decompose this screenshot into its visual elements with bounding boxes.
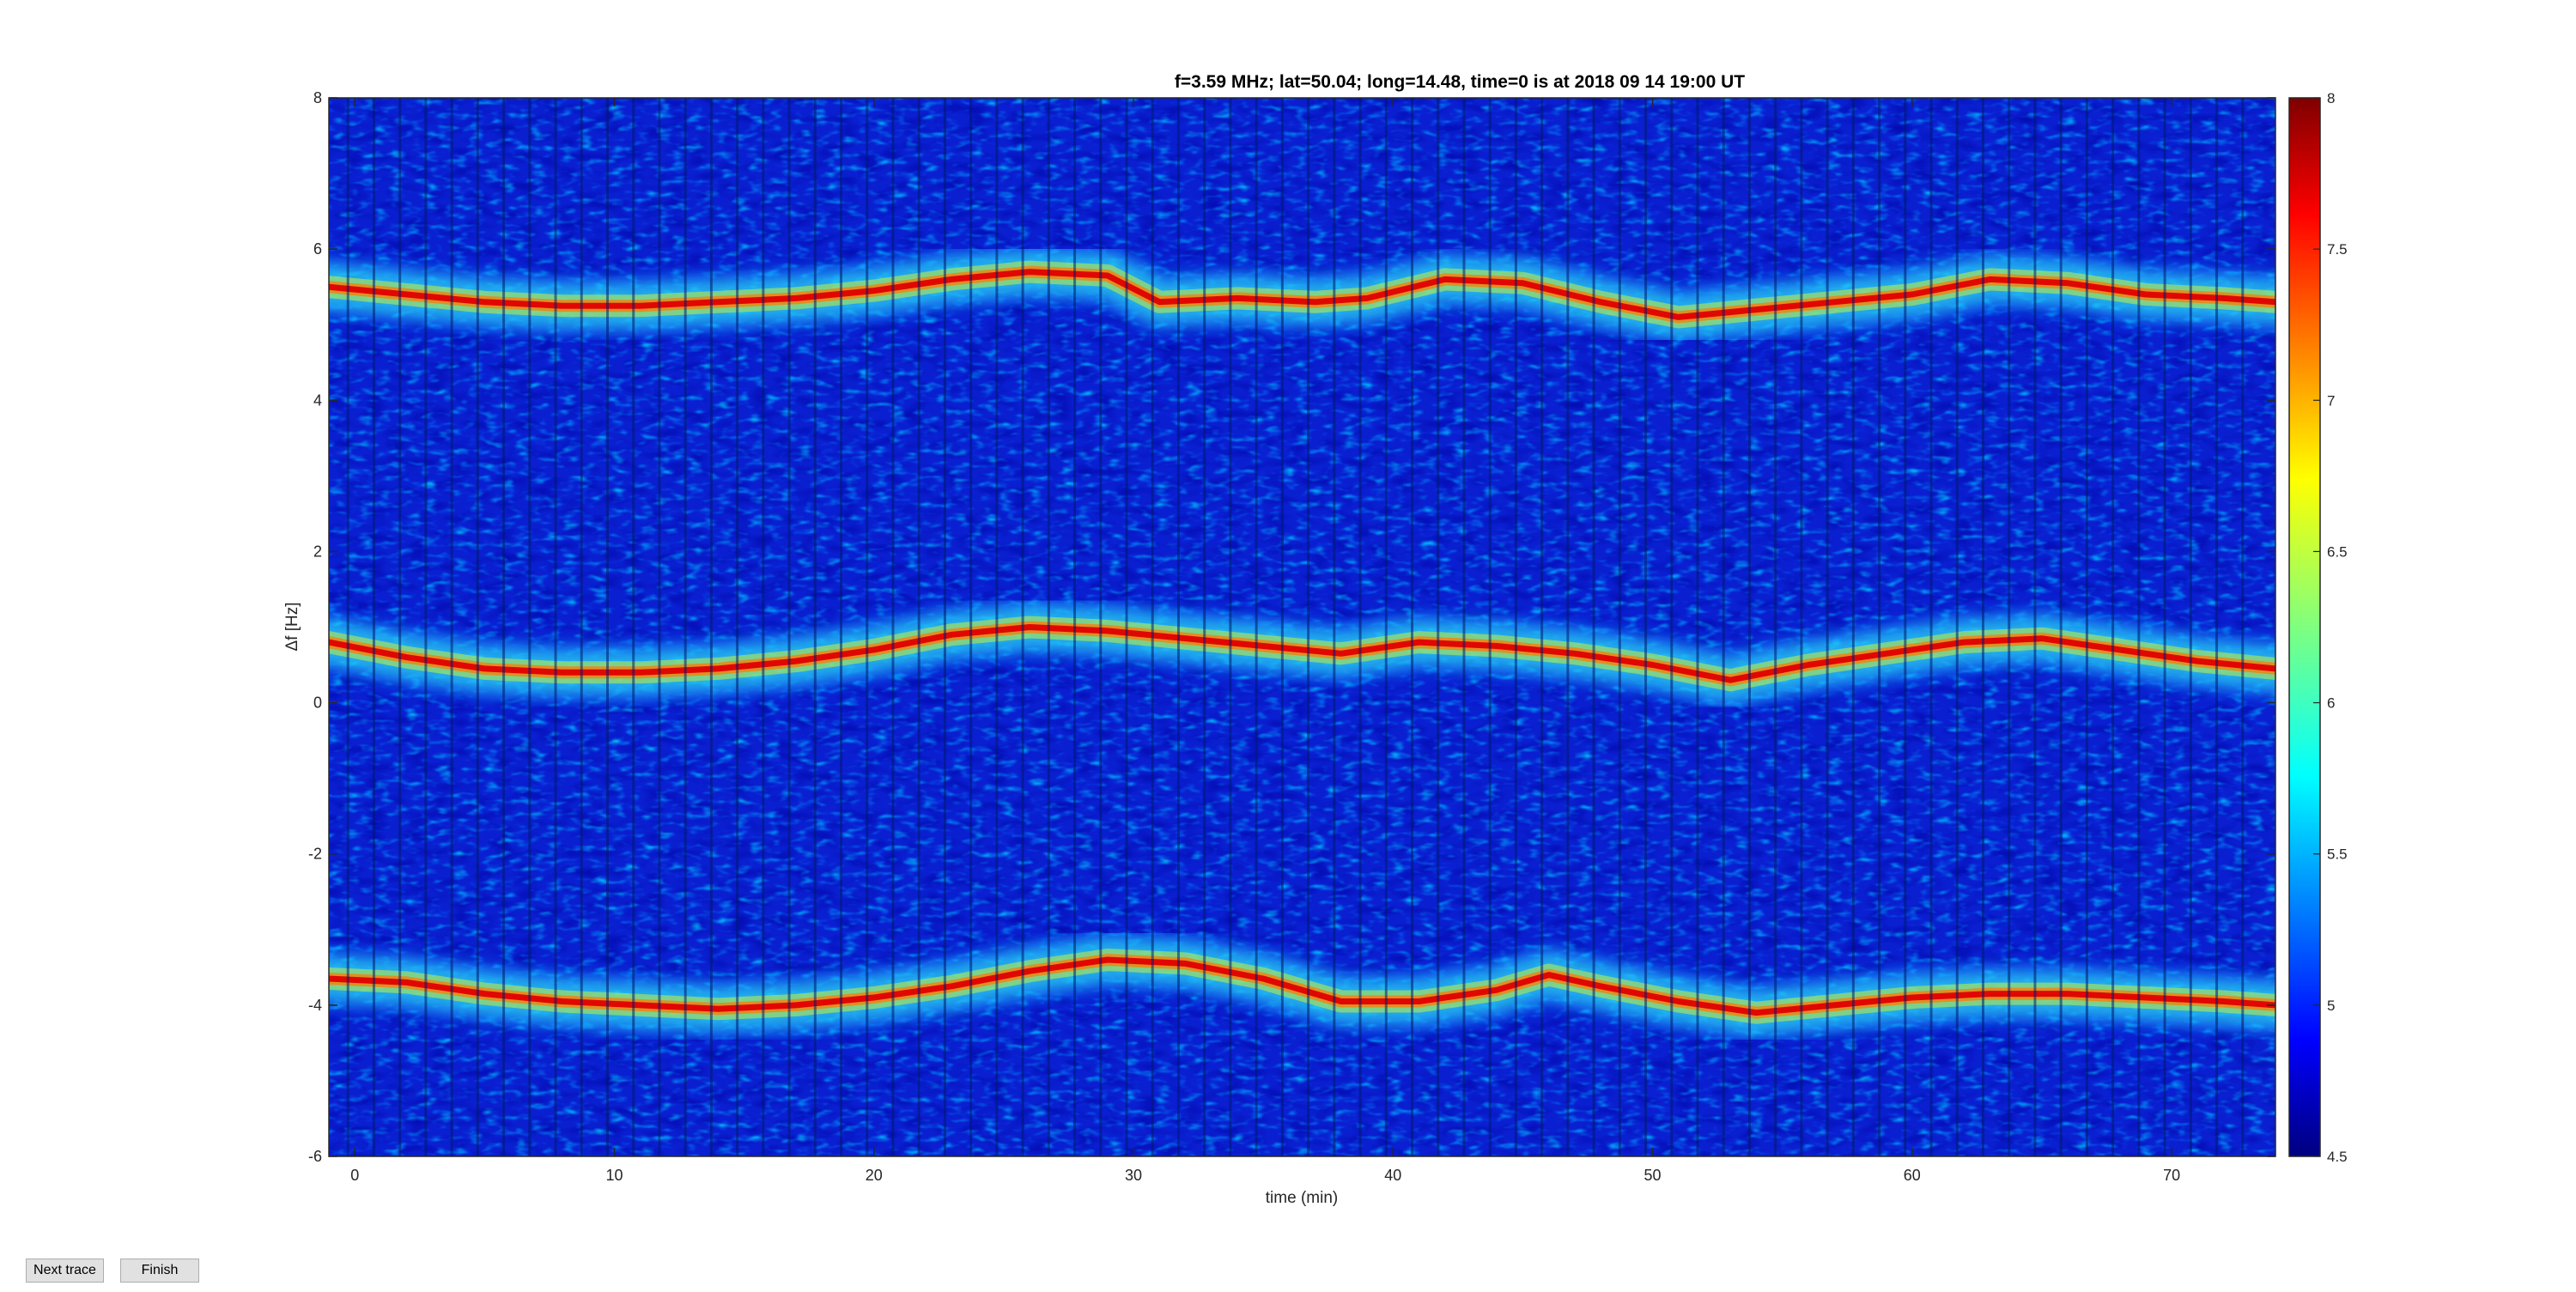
x-tick-label: 20 xyxy=(866,1167,883,1184)
y-tick-label: -6 xyxy=(308,1148,322,1165)
y-tick-label: 4 xyxy=(313,391,322,409)
trace-band-1 xyxy=(329,241,2275,348)
y-tick-label: 2 xyxy=(313,543,322,560)
colorbar-tick-label: 4.5 xyxy=(2327,1149,2348,1165)
x-tick-label: 10 xyxy=(605,1167,623,1184)
x-tick-label: 50 xyxy=(1644,1167,1662,1184)
finish-button[interactable]: Finish xyxy=(120,1259,199,1283)
y-axis-label: Δf [Hz] xyxy=(283,602,301,651)
colorbar-tick-label: 6.5 xyxy=(2327,543,2348,560)
trace-band-layer xyxy=(329,956,2275,1016)
colorbar-ticks: 4.5 5 5.5 6 6.5 7 7.5 8 xyxy=(2313,90,2348,1165)
colorbar-tick-label: 7 xyxy=(2327,392,2335,409)
colorbar-tick-label: 8 xyxy=(2327,90,2335,106)
trace-band-3 xyxy=(329,930,2275,1043)
chart-title: f=3.59 MHz; lat=50.04; long=14.48, time=… xyxy=(1175,72,1745,92)
colorbar-tick-label: 6 xyxy=(2327,695,2335,712)
colorbar-tick-label: 5.5 xyxy=(2327,846,2348,863)
trace-band-layer xyxy=(329,269,2275,320)
plot-area xyxy=(329,98,2275,1156)
trace-band-2 xyxy=(329,597,2275,711)
trace-band-layer xyxy=(329,624,2275,683)
y-tick-label: 6 xyxy=(313,240,322,258)
colorbar-tick-label: 5 xyxy=(2327,998,2335,1014)
next-trace-button[interactable]: Next trace xyxy=(26,1259,104,1283)
x-tick-label: 40 xyxy=(1384,1167,1401,1184)
y-tick-label: -2 xyxy=(308,846,322,863)
y-tick-label: 0 xyxy=(313,695,322,712)
x-tick-label: 30 xyxy=(1125,1167,1142,1184)
time-segment-stripes xyxy=(346,98,2245,1156)
x-axis-label: time (min) xyxy=(1266,1189,1338,1207)
x-tick-label: 0 xyxy=(350,1167,359,1184)
y-tick-label: 8 xyxy=(313,89,322,106)
x-tick-label: 60 xyxy=(1904,1167,1921,1184)
trace-bands xyxy=(329,241,2275,1043)
x-tick-label: 70 xyxy=(2163,1167,2180,1184)
y-tick-label: -4 xyxy=(308,997,322,1014)
x-axis: 0 10 20 30 40 50 60 70 xyxy=(350,98,2180,1184)
colorbar-tick-label: 7.5 xyxy=(2327,241,2348,258)
colorbar: 4.5 5 5.5 6 6.5 7 7.5 8 xyxy=(2288,90,2348,1165)
y-axis: -6 -4 -2 0 2 4 6 8 xyxy=(308,89,2275,1165)
